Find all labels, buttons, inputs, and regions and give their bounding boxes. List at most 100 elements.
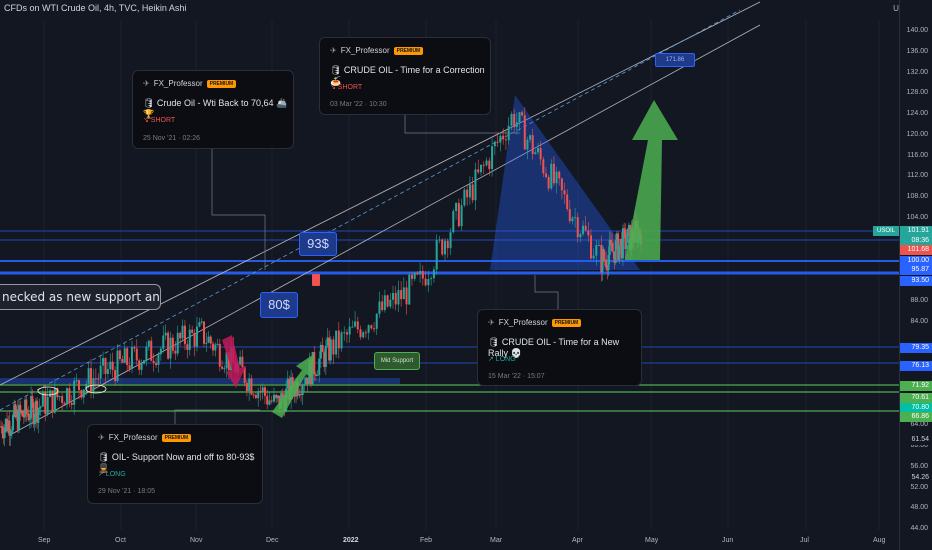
candle-body: [521, 112, 524, 116]
premium-badge: PREMIUM: [393, 46, 424, 55]
price-badge: 100.00: [900, 256, 932, 266]
idea-author: FX_Professor: [153, 79, 203, 88]
mid-support-label[interactable]: Mid Support: [374, 352, 420, 370]
candle-body: [313, 352, 316, 375]
candle-body: [25, 399, 28, 414]
candle-body: [214, 344, 217, 351]
candle-body: [625, 242, 628, 250]
price-tick: 112.00: [907, 172, 928, 180]
candle-body: [623, 228, 626, 230]
premium-badge: PREMIUM: [551, 318, 582, 327]
price-badge: 61.54: [900, 435, 932, 445]
candle-body: [397, 290, 400, 305]
price-badge: 66.86: [900, 412, 932, 422]
candle-body: [321, 344, 324, 353]
candle-body: [245, 383, 248, 392]
candle-body: [30, 396, 33, 419]
candle-body: [28, 418, 31, 421]
candle-body: [576, 217, 579, 238]
price-tick: 56.00: [910, 462, 928, 470]
candle-body: [174, 350, 177, 354]
candle-body: [147, 340, 150, 347]
channel-lower: [9, 24, 761, 436]
candle-body: [243, 367, 246, 384]
candle-body: [615, 233, 618, 241]
candle-body: [133, 347, 136, 349]
idea-direction: ↘ SHORT: [143, 117, 176, 124]
label-171[interactable]: 171.86: [655, 53, 695, 67]
price-axis[interactable]: 140.00 136.00 132.00 128.00 124.00 120.00 116.…: [899, 0, 932, 550]
idea-direction: ↗ LONG: [488, 356, 516, 363]
label-93[interactable]: 93$: [299, 232, 337, 256]
candle-body: [49, 390, 52, 398]
idea-author: FX_Professor: [340, 46, 390, 55]
candle-body: [65, 388, 68, 405]
price-badge: 70.61: [900, 393, 932, 403]
candle-body: [603, 259, 606, 261]
candle-body: [225, 352, 228, 369]
candle-body: [324, 345, 327, 368]
candle-body: [221, 366, 224, 369]
candle-body: [550, 163, 553, 189]
candle-body: [621, 228, 624, 259]
candle-body: [606, 267, 609, 271]
price-tick: 44.00: [910, 525, 928, 532]
idea-card-back-to-70[interactable]: ✈ FX_Professor PREMIUM 🛢 Crude Oil - Wti B…: [132, 70, 294, 149]
candle-body: [413, 272, 416, 279]
candle-body: [121, 359, 124, 363]
candle-body: [542, 159, 545, 174]
price-tick: 60.00: [910, 442, 928, 449]
candle-body: [421, 270, 424, 279]
support-note[interactable]: necked as new support and ✈: [0, 284, 161, 310]
candle-body: [432, 269, 435, 279]
candle-body: [16, 409, 19, 431]
candle-body: [300, 394, 303, 396]
candle-body: [63, 402, 66, 405]
candle-body: [203, 321, 206, 344]
candle-body: [323, 352, 326, 368]
price-badge: 101.68: [900, 245, 932, 255]
candle-body: [378, 301, 381, 314]
candle-body: [38, 407, 41, 409]
candle-body: [44, 392, 47, 415]
candle-body: [191, 329, 194, 333]
candle-body: [167, 332, 170, 359]
price-tick: 124.00: [906, 110, 928, 117]
candle-body: [455, 203, 458, 212]
candle-body: [70, 402, 73, 405]
candle-body: [515, 122, 518, 128]
idea-card-support-now[interactable]: ✈ FX_Professor PREMIUM 🛢 OIL- Support Now …: [87, 424, 263, 504]
candle-body: [218, 343, 221, 367]
candle-body: [611, 242, 614, 252]
candle-body: [587, 230, 590, 236]
candle-body: [304, 377, 307, 385]
label-80[interactable]: 80$: [260, 292, 298, 318]
candle-body: [26, 413, 29, 415]
candle-body: [118, 350, 121, 360]
candle-body: [37, 408, 40, 423]
pin-icon: ✈: [143, 79, 150, 88]
candle-body: [468, 184, 471, 198]
time-tick: Jun: [722, 537, 734, 544]
idea-title: 🛢 OIL- Support Now and off to 80-93$ 💂: [98, 452, 255, 473]
candle-body: [61, 396, 64, 403]
candle-body: [80, 390, 83, 398]
candle-body: [51, 390, 54, 413]
idea-card-correction[interactable]: ✈ FX_Professor PREMIUM 🛢 CRUDE OIL - Time …: [319, 37, 491, 115]
candle-body: [82, 389, 85, 398]
idea-card-new-rally[interactable]: ✈ FX_Professor PREMIUM 🛢 CRUDE OIL - Time …: [477, 309, 642, 386]
connector-line: [211, 147, 266, 270]
candle-body: [179, 332, 182, 339]
candle-body: [460, 205, 463, 227]
candle-body: [169, 337, 172, 359]
candle-body: [609, 239, 612, 243]
arrow-down: [222, 335, 246, 388]
candle-body: [301, 385, 304, 395]
candle-body: [488, 160, 491, 169]
pin-icon: ✈: [330, 46, 337, 55]
candle-body: [263, 387, 266, 396]
price-tick: 120.00: [906, 130, 928, 138]
candle-body: [544, 173, 547, 177]
candle-body: [18, 404, 21, 431]
